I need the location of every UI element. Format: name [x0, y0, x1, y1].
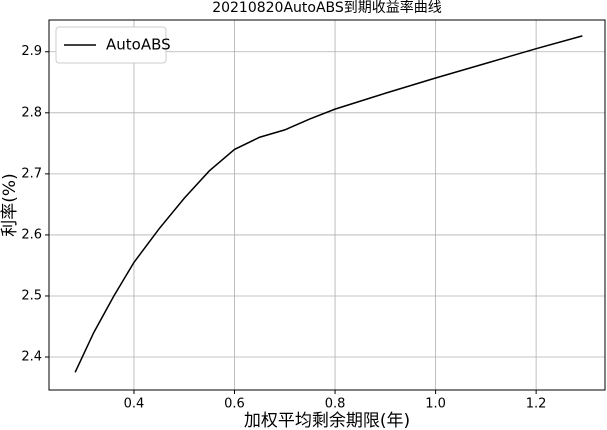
y-tick-label: 2.8 [21, 105, 42, 120]
y-tick-label: 2.5 [21, 288, 42, 303]
y-tick-label: 2.4 [21, 350, 42, 365]
x-tick-label: 1.0 [425, 397, 446, 412]
x-tick-label: 0.4 [124, 397, 145, 412]
y-tick-label: 2.6 [21, 227, 42, 242]
legend-box [55, 26, 167, 64]
y-tick-label: 2.9 [21, 44, 42, 59]
plot-frame [48, 19, 606, 391]
x-tick-label: 1.2 [526, 397, 547, 412]
y-axis-label: 利率(%) [0, 173, 20, 236]
x-axis-label: 加权平均剩余期限(年) [244, 411, 410, 430]
y-tick-label: 2.7 [21, 166, 42, 181]
chart-title: 20210820AutoABS到期收益率曲线 [212, 0, 442, 16]
x-tick-label: 0.6 [224, 397, 245, 412]
line-series [74, 35, 583, 373]
x-tick-label: 0.8 [325, 397, 346, 412]
legend-label: AutoABS [106, 36, 171, 54]
